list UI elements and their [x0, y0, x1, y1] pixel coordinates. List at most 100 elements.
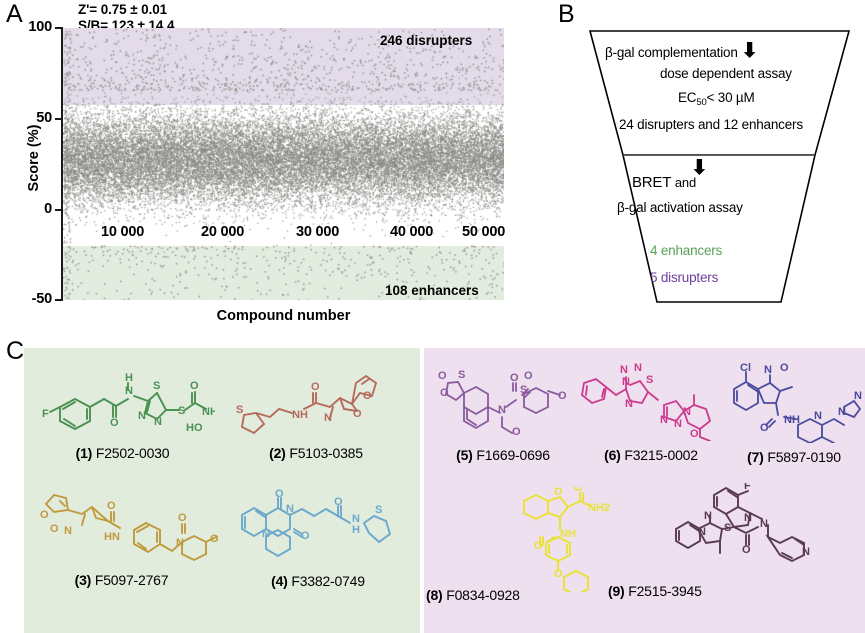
atom-O: O	[742, 544, 751, 556]
atom-S: S	[458, 369, 465, 381]
down-arrow-icon: ⬇	[741, 40, 758, 62]
atom-N5: N	[802, 546, 810, 558]
atom-N: N	[286, 503, 294, 515]
atom-N4: N	[854, 390, 862, 402]
atom-N4: N	[625, 398, 633, 410]
funnel-shape	[588, 30, 851, 303]
panel-b-workflow-funnel: B β-gal complementation ⬇ dose dependent…	[515, 0, 865, 335]
atom-H: H	[125, 372, 133, 384]
atom-O4: O	[554, 568, 563, 580]
y-ticklabel-100: 100	[28, 19, 52, 35]
plot-area	[63, 28, 504, 300]
funnel-step-activation-assay: β-gal activation assay	[617, 200, 743, 215]
atom-O4: O	[524, 370, 533, 382]
atom-N4: N	[698, 526, 706, 538]
atom-O2: O	[574, 487, 583, 494]
ec50-subscript: 50	[696, 97, 707, 108]
middle-down-arrow-icon: ⬇	[691, 157, 708, 179]
atom-N2: N	[176, 537, 184, 549]
y-axis-line	[61, 27, 63, 301]
atom-NH: NH	[784, 414, 800, 426]
caption-6-num: (6)	[604, 447, 621, 463]
y-ticklabel-50: 50	[36, 110, 52, 126]
atom-N2: N	[814, 410, 822, 422]
atom-O: O	[110, 417, 119, 429]
atom-N7: N	[683, 406, 691, 418]
atom-O2: O	[50, 523, 59, 535]
y-tick-minus50	[55, 299, 63, 301]
structure-compound-4: O N O N O N H S (4) F3382-0749	[228, 485, 408, 589]
atom-N6: N	[674, 418, 682, 430]
atom-S: S	[236, 404, 243, 416]
atom-O: O	[438, 370, 447, 382]
atom-O: O	[311, 381, 320, 393]
structure-compound-2: S O NH N O O (2) F5103-0385	[226, 363, 406, 461]
atom-HN: HN	[104, 531, 120, 543]
atom-N5: N	[660, 414, 668, 426]
atom-NH-N: N	[352, 513, 360, 525]
structure-compound-5: O O S N O O S O O (5) F1669-0696	[432, 361, 574, 463]
atom-O: O	[690, 428, 699, 440]
x-axis-label: Compound number	[216, 308, 351, 324]
funnel-step-complementation: β-gal complementation ⬇	[605, 41, 758, 61]
atom-N: N	[764, 364, 772, 376]
y-tick-0	[55, 209, 63, 211]
caption-5-code: F1669-0696	[476, 447, 550, 463]
caption-compound-6: (6) F3215-0002	[578, 447, 724, 463]
atom-O3: O	[334, 496, 343, 508]
atom-O: O	[554, 487, 563, 498]
atom-N: N	[64, 525, 72, 537]
atom-N2: N	[138, 410, 146, 422]
caption-compound-2: (2) F5103-0385	[226, 445, 406, 461]
caption-compound-9: (9) F2515-3945	[608, 583, 838, 599]
atom-S2: S	[520, 384, 527, 396]
caption-8-num: (8)	[426, 587, 443, 603]
caption-compound-8: (8) F0834-0928	[426, 587, 646, 603]
atom-N2: N	[760, 518, 768, 530]
atom-O: O	[780, 362, 789, 374]
caption-compound-7: (7) F5897-0190	[726, 449, 862, 465]
atom-NH: NH	[202, 406, 215, 418]
panel-c-compound-structures: C F H N O S	[0, 335, 865, 633]
funnel-step-complementation-text: β-gal complementation	[605, 45, 738, 60]
caption-4-code: F3382-0749	[291, 573, 365, 589]
atom-O2: O	[353, 408, 362, 420]
funnel-result-enhancers: 4 enhancers	[650, 243, 723, 258]
atom-F: F	[42, 408, 49, 420]
atom-N3: N	[154, 416, 162, 428]
disrupters-count-label: 246 disrupters	[380, 33, 473, 48]
panel-a-scatter-plot: A Z'= 0.75 ± 0.01 S/B= 123 ± 14.4 100 50…	[0, 0, 515, 335]
funnel-step-bret: BRET and	[632, 174, 696, 191]
atom-NH: NH	[292, 409, 308, 421]
caption-2-code: F5103-0385	[289, 445, 363, 461]
atom-N3: N	[838, 406, 846, 418]
panel-b-letter: B	[558, 0, 575, 28]
atom-S: S	[646, 374, 653, 386]
atom-N2: N	[262, 528, 270, 540]
scatter-points	[63, 28, 504, 300]
caption-4-num: (4)	[271, 573, 288, 589]
caption-3-code: F5097-2767	[94, 572, 169, 588]
x-ticklabel-30000: 30 000	[296, 224, 340, 240]
ec50-prefix: EC	[678, 90, 697, 105]
caption-9-code: F2515-3945	[628, 583, 702, 599]
atom-N3: N	[622, 376, 630, 388]
atom-O: O	[275, 488, 284, 500]
atom-O3: O	[107, 500, 116, 512]
atom-S: S	[375, 504, 382, 516]
structure-compound-1: F H N O S N N S O NH HO (1) F2502-0030	[30, 363, 215, 461]
funnel-step-ec50: EC50< 30 µM	[678, 90, 755, 108]
atom-N2: N	[634, 362, 642, 374]
caption-compound-4: (4) F3382-0749	[228, 573, 408, 589]
caption-1-num: (1)	[75, 445, 93, 461]
caption-compound-3: (3) F5097-2767	[24, 572, 219, 588]
atom-O2: O	[301, 530, 310, 542]
atom-NH-H: H	[352, 524, 360, 536]
caption-6-code: F3215-0002	[624, 447, 698, 463]
atom-O3: O	[363, 390, 372, 402]
atom-O4: O	[178, 512, 187, 524]
caption-9-num: (9)	[608, 583, 625, 599]
y-ticklabel-0: 0	[44, 201, 52, 217]
x-ticklabel-50000: 50 000	[462, 224, 506, 240]
caption-7-num: (7)	[747, 449, 764, 465]
